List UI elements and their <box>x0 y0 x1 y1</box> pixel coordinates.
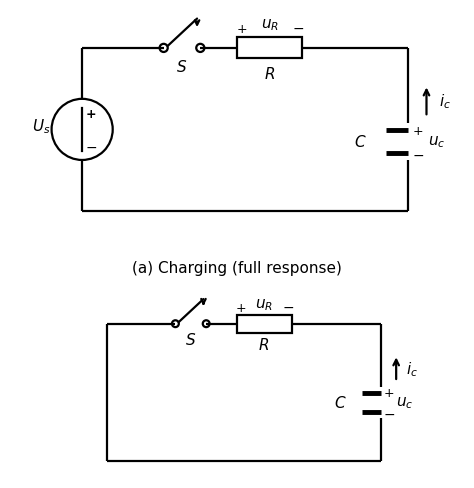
Text: $i_c$: $i_c$ <box>406 359 418 378</box>
Text: $U_s$: $U_s$ <box>32 117 51 135</box>
Text: +: + <box>237 23 247 36</box>
Text: (a) Charging (full response): (a) Charging (full response) <box>132 261 342 276</box>
Text: $u_c$: $u_c$ <box>428 135 446 150</box>
Text: $i_c$: $i_c$ <box>439 92 451 111</box>
Text: C: C <box>334 395 345 410</box>
Bar <box>237 38 302 60</box>
Text: R: R <box>264 66 275 81</box>
Text: C: C <box>354 135 365 150</box>
Text: $u_c$: $u_c$ <box>396 395 413 410</box>
Text: +: + <box>236 301 246 314</box>
Text: −: − <box>283 301 294 315</box>
Text: +: + <box>384 386 395 400</box>
Text: +: + <box>413 124 424 138</box>
Text: +: + <box>86 108 96 121</box>
Text: $u_R$: $u_R$ <box>255 296 273 312</box>
Text: −: − <box>85 140 97 154</box>
Text: −: − <box>292 22 304 36</box>
Text: −: − <box>412 148 424 163</box>
Text: $u_R$: $u_R$ <box>261 18 279 33</box>
Bar <box>237 315 292 333</box>
Text: S: S <box>186 332 196 347</box>
Text: −: − <box>383 407 395 421</box>
Text: R: R <box>259 338 270 353</box>
Text: S: S <box>177 60 187 75</box>
